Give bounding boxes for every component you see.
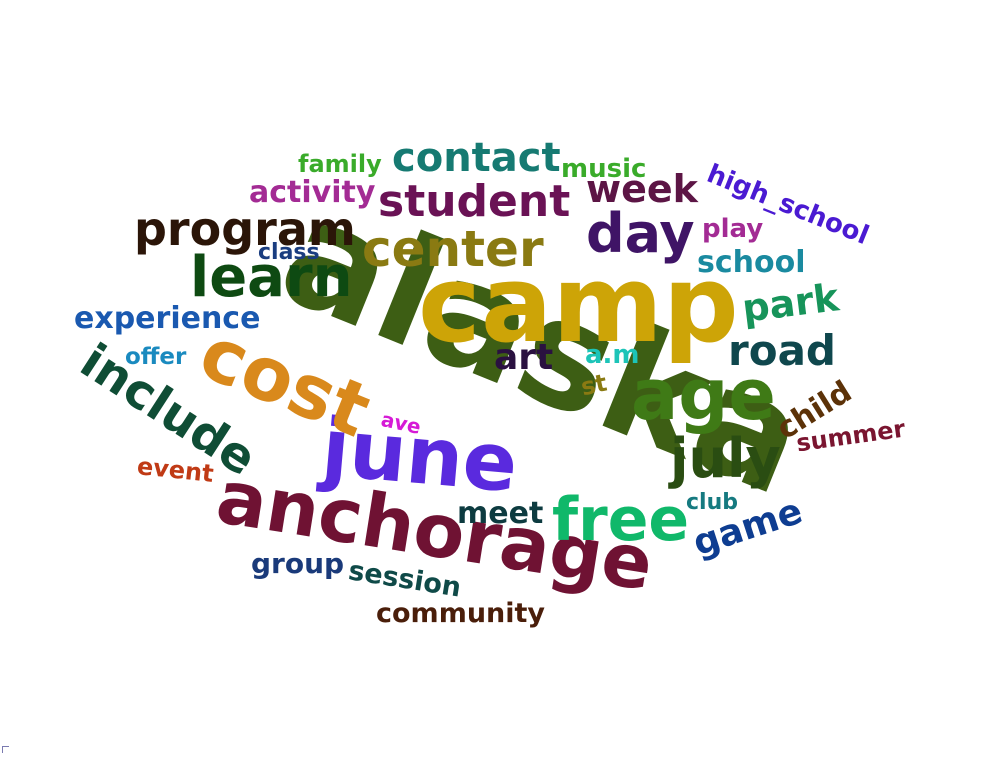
- word-club: club: [686, 490, 738, 515]
- word-community: community: [376, 598, 546, 629]
- word-meet: meet: [457, 496, 544, 531]
- word-july: july: [670, 427, 781, 490]
- word-program: program: [134, 202, 356, 256]
- word-park: park: [739, 275, 842, 331]
- word-offer: offer: [125, 344, 187, 370]
- word-event: event: [135, 452, 216, 488]
- word-st: st: [578, 368, 610, 402]
- word-road: road: [728, 326, 836, 375]
- word-music: music: [561, 154, 647, 184]
- corner-mark: [2, 746, 9, 753]
- word-age: age: [631, 354, 776, 436]
- word-group: group: [251, 547, 345, 580]
- word-center: center: [362, 220, 544, 278]
- word-a.m: a.m: [585, 340, 640, 370]
- word-school: school: [697, 245, 806, 280]
- word-free: free: [552, 485, 690, 555]
- word-play: play: [702, 214, 764, 244]
- word-day: day: [586, 202, 695, 265]
- word-class: class: [258, 240, 320, 265]
- word-contact: contact: [392, 135, 561, 181]
- word-experience: experience: [74, 301, 261, 336]
- word-learn: learn: [190, 245, 353, 310]
- word-art: art: [494, 337, 554, 378]
- word-activity: activity: [249, 175, 376, 210]
- word-camp: camp: [418, 243, 739, 366]
- word-student: student: [378, 176, 571, 227]
- word-family: family: [298, 150, 382, 178]
- word-week: week: [586, 167, 698, 211]
